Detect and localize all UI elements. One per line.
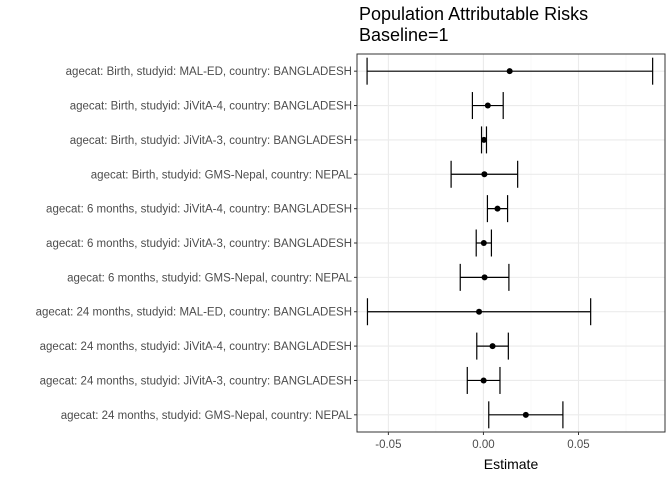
estimate-point bbox=[481, 171, 488, 178]
estimate-point bbox=[481, 274, 488, 281]
estimate-point bbox=[522, 411, 529, 418]
forest-row bbox=[486, 195, 509, 223]
y-tick-label: agecat: 24 months, studyid: MAL-ED, coun… bbox=[36, 307, 352, 319]
y-tick-label: agecat: 24 months, studyid: GMS-Nepal, c… bbox=[61, 410, 353, 422]
x-axis-label: Estimate bbox=[484, 456, 539, 472]
estimate-point bbox=[476, 308, 483, 315]
forest-row bbox=[366, 298, 592, 326]
forest-row bbox=[475, 229, 493, 257]
x-tick-label: -0.05 bbox=[375, 439, 401, 451]
chart-title: Population Attributable Risks bbox=[359, 4, 589, 24]
y-tick-label: agecat: 6 months, studyid: JiVitA-3, cou… bbox=[46, 238, 352, 250]
y-tick-label: agecat: 24 months, studyid: JiVitA-4, co… bbox=[40, 341, 352, 353]
estimate-point bbox=[484, 102, 491, 109]
y-tick-label: agecat: 6 months, studyid: GMS-Nepal, co… bbox=[67, 272, 352, 284]
y-tick-label: agecat: 6 months, studyid: JiVitA-4, cou… bbox=[46, 204, 352, 216]
forest-row bbox=[459, 263, 510, 291]
x-tick-label: 0.05 bbox=[567, 439, 589, 451]
forest-row bbox=[471, 92, 504, 120]
y-tick-label: agecat: Birth, studyid: JiVitA-3, countr… bbox=[70, 135, 352, 147]
y-tick-label: agecat: 24 months, studyid: JiVitA-3, co… bbox=[40, 375, 352, 387]
y-tick-label: agecat: Birth, studyid: JiVitA-4, countr… bbox=[70, 101, 352, 113]
marks-layer bbox=[366, 57, 654, 429]
estimate-point bbox=[480, 377, 487, 384]
estimate-point bbox=[494, 205, 501, 212]
chart-title-block: Population Attributable Risks Baseline=1 bbox=[359, 4, 588, 46]
estimate-point bbox=[489, 343, 496, 350]
forest-row bbox=[466, 366, 501, 394]
y-tick-label: agecat: Birth, studyid: MAL-ED, country:… bbox=[66, 66, 352, 78]
estimate-point bbox=[480, 240, 487, 246]
estimate-point bbox=[481, 136, 488, 143]
forest-row bbox=[488, 401, 564, 429]
forest-row bbox=[366, 57, 654, 85]
forest-row bbox=[450, 160, 519, 188]
chart-subtitle: Baseline=1 bbox=[359, 25, 449, 45]
x-tick-label: 0.00 bbox=[472, 439, 494, 451]
grid-layer bbox=[357, 54, 665, 432]
estimate-point bbox=[506, 68, 513, 75]
forest-row bbox=[476, 332, 509, 360]
y-tick-label: agecat: Birth, studyid: GMS-Nepal, count… bbox=[91, 169, 353, 181]
forest-row bbox=[480, 126, 488, 154]
axis-layer: agecat: Birth, studyid: MAL-ED, country:… bbox=[36, 66, 590, 451]
